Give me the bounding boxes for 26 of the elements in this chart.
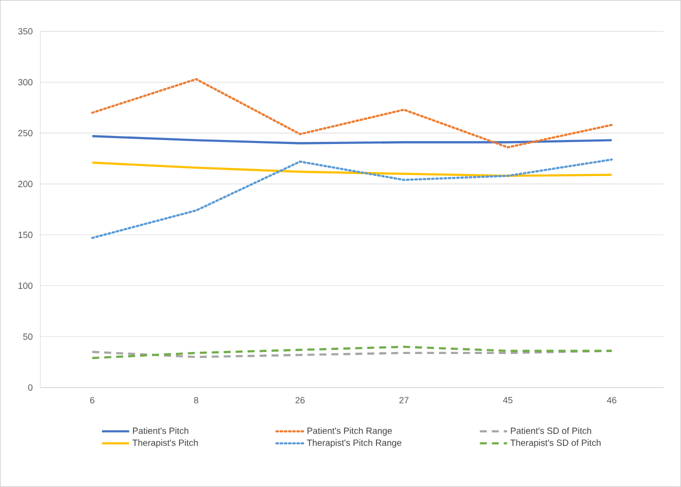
line-series — [91, 78, 613, 148]
line-series — [91, 162, 613, 177]
y-tick-label: 250 — [18, 130, 32, 136]
x-tick-label: 27 — [399, 397, 408, 404]
x-tick-label: 6 — [90, 397, 94, 404]
y-tick-label: 50 — [23, 334, 32, 340]
y-tick-label: 200 — [18, 180, 32, 188]
y-tick-label: 300 — [18, 79, 32, 86]
y-tick-label: 150 — [18, 232, 32, 238]
x-tick-label: 45 — [503, 397, 512, 404]
legend-label: Therapist's Pitch Range — [306, 439, 402, 448]
legend-label: Patient's Pitch Range — [308, 427, 392, 436]
x-tick-label: 46 — [606, 397, 616, 404]
legend-label: Patient's Pitch — [133, 427, 188, 434]
line-series — [91, 135, 613, 144]
x-tick-label: 26 — [296, 397, 305, 404]
legend-label: Patient's SD of Pitch — [510, 427, 592, 434]
line-series — [91, 346, 613, 360]
x-tick-label: 8 — [194, 397, 198, 404]
y-tick-label: 0 — [28, 384, 32, 391]
y-tick-label: 350 — [18, 28, 32, 35]
line-series — [91, 158, 613, 240]
line-series — [91, 350, 613, 358]
legend-label: Therapist's Pitch — [132, 439, 198, 448]
y-tick-label: 100 — [18, 282, 32, 289]
legend-label: Therapist's SD of Pitch — [510, 439, 601, 448]
